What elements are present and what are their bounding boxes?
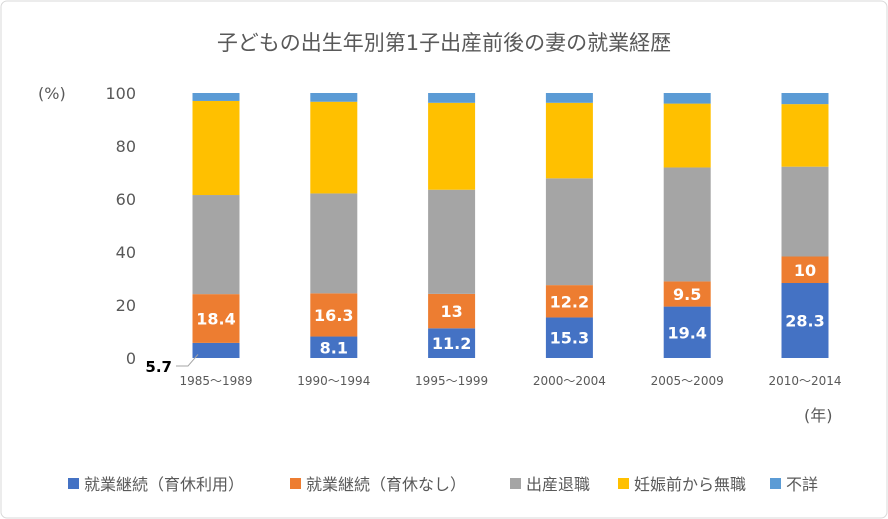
bar-segment [192,100,240,196]
y-tick-label: 40 [116,243,136,262]
bar-segment [310,101,358,194]
data-label: 15.3 [550,329,589,348]
y-tick-label: 20 [116,296,136,315]
bar-segment [781,93,829,105]
x-tick-label: 2005～2009 [651,374,724,388]
bar-segment [428,293,476,329]
data-label: 12.2 [550,292,589,311]
chart-title: 子どもの出生年別第1子出産前後の妻の就業経歴 [217,31,671,55]
y-axis-label: (%) [38,84,66,103]
bar-segment [545,93,593,103]
bar-segment [663,93,711,104]
data-label: 9.5 [673,285,701,304]
bar-segment [192,195,240,295]
data-label: 8.1 [320,338,348,357]
bar-segment [192,342,240,358]
legend-swatch [290,478,301,489]
y-tick-label: 100 [105,84,136,103]
bar-segment [428,328,476,358]
bar-segment [663,306,711,358]
bar-segment [428,93,476,103]
legend-swatch [68,478,79,489]
data-label: 5.7 [145,358,172,376]
bar-segment [781,166,829,257]
bar-segment [663,103,711,168]
bar-segment [545,285,593,318]
legend-swatch [510,478,521,489]
x-tick-label: 1985～1989 [179,374,252,388]
bar-segment [310,193,358,294]
legend-label: 就業継続（育休利用） [84,475,244,494]
bar-segment [545,102,593,179]
bar-segment [781,104,829,167]
bar-segment [310,336,358,358]
bar-segment [663,167,711,282]
bar-segment [663,281,711,307]
bar-segment [428,102,476,190]
leader-line [176,354,199,367]
data-label: 13 [440,302,462,321]
x-axis-label: (年) [804,406,833,425]
data-label: 28.3 [785,312,824,331]
bar-segment [781,256,829,284]
data-label: 10 [794,261,816,280]
legend-swatch [618,478,629,489]
data-label: 11.2 [432,334,471,353]
bar-segment [310,93,358,102]
bar-segment [428,189,476,294]
legend-label: 就業継続（育休なし） [306,475,466,494]
bar-segment [310,293,358,337]
data-label: 16.3 [314,306,353,325]
legend-swatch [770,478,781,489]
y-tick-label: 0 [126,349,136,368]
x-tick-label: 1995～1999 [415,374,488,388]
legend-label: 妊娠前から無職 [634,475,746,494]
legend-label: 不詳 [786,475,818,494]
legend-label: 出産退職 [526,475,590,494]
bar-segment [545,178,593,286]
bar-segment [192,93,240,101]
bar-segment [545,317,593,358]
y-tick-label: 60 [116,190,136,209]
x-tick-label: 1990～1994 [297,374,370,388]
bar-segment [192,294,240,343]
bar-segment [781,283,829,358]
y-tick-label: 80 [116,137,136,156]
x-tick-label: 2000～2004 [533,374,606,388]
x-tick-label: 2010～2014 [768,374,841,388]
data-label: 18.4 [196,310,235,329]
data-label: 19.4 [667,323,706,342]
